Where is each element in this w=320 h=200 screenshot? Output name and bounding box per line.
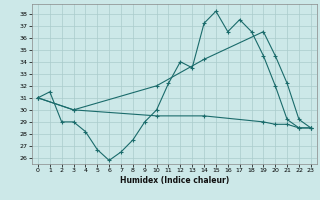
X-axis label: Humidex (Indice chaleur): Humidex (Indice chaleur)	[120, 176, 229, 185]
